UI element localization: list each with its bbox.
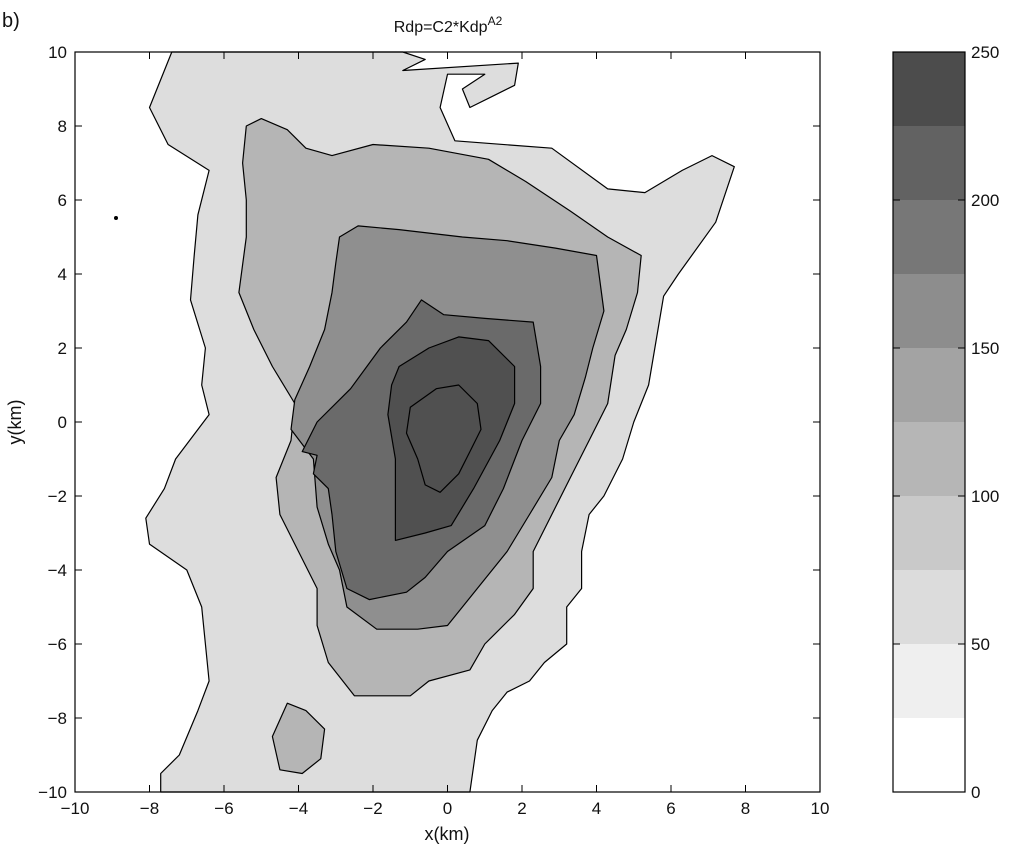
- y-tick-label: 2: [58, 339, 67, 358]
- x-tick-label: −8: [140, 799, 159, 818]
- colorbar-band-225: [893, 52, 965, 126]
- contour-region-150-6: [405, 384, 482, 493]
- y-tick-label: −4: [48, 561, 67, 580]
- chart-title-superscript: A2: [488, 14, 503, 28]
- colorbar-band-125: [893, 348, 965, 422]
- x-tick-label: 6: [666, 799, 675, 818]
- colorbar-bands: [893, 52, 965, 792]
- colorbar-tick-label: 150: [971, 339, 999, 358]
- chart-title: Rdp=C2*KdpA2: [394, 14, 503, 36]
- y-tick-label: 0: [58, 413, 67, 432]
- y-tick-label: 10: [48, 43, 67, 62]
- x-axis-ticks: −10 −8 −6 −4 −2 0 2 4 6 8 10: [61, 52, 830, 818]
- colorbar-band-75: [893, 496, 965, 570]
- isolated-cell-dot: [114, 216, 118, 220]
- colorbar-ticks: 0 50 100 150 200 250: [893, 43, 999, 802]
- plot-frame: [74, 51, 821, 793]
- x-tick-label: 2: [517, 799, 526, 818]
- x-axis-label: x(km): [425, 824, 470, 844]
- colorbar-band-25: [893, 644, 965, 718]
- x-tick-label: 0: [443, 799, 452, 818]
- panel-label: b): [2, 10, 20, 32]
- y-tick-label: −8: [48, 709, 67, 728]
- y-tick-label: −2: [48, 487, 67, 506]
- colorbar-tick-label: 0: [971, 783, 980, 802]
- chart-title-main: Rdp=C2*Kdp: [394, 19, 488, 36]
- colorbar-frame: [892, 51, 966, 793]
- plot-area: −10 −8 −6 −4 −2 0 2 4 6 8 10 −10 −8 −6 −4 −2 0 2 4 6 8 10: [38, 43, 829, 818]
- colorbar-tick-label: 50: [971, 635, 990, 654]
- colorbar-band-100: [893, 422, 965, 496]
- x-tick-label: 4: [592, 799, 601, 818]
- x-tick-label: −10: [61, 799, 90, 818]
- y-tick-label: −6: [48, 635, 67, 654]
- colorbar-band-50: [893, 570, 965, 644]
- y-tick-label: 8: [58, 117, 67, 136]
- colorbar: 0 50 100 150 200 250: [892, 43, 999, 802]
- colorbar-band-150: [893, 274, 965, 348]
- x-tick-label: −4: [289, 799, 308, 818]
- contour-layer: [145, 51, 735, 793]
- colorbar-tick-label: 200: [971, 191, 999, 210]
- colorbar-tick-label: 100: [971, 487, 999, 506]
- colorbar-band-200: [893, 126, 965, 200]
- y-axis-ticks: −10 −8 −6 −4 −2 0 2 4 6 8 10: [38, 43, 820, 802]
- contour-region-50-1: [271, 702, 326, 775]
- x-tick-label: 8: [741, 799, 750, 818]
- x-tick-label: −6: [214, 799, 233, 818]
- y-axis-label: y(km): [5, 400, 25, 445]
- colorbar-band-175: [893, 200, 965, 274]
- y-tick-label: 6: [58, 191, 67, 210]
- x-tick-label: 10: [811, 799, 830, 818]
- colorbar-tick-label: 250: [971, 43, 999, 62]
- y-tick-label: −10: [38, 783, 67, 802]
- y-tick-label: 4: [58, 265, 67, 284]
- colorbar-band-0: [893, 718, 965, 792]
- x-tick-label: −2: [363, 799, 382, 818]
